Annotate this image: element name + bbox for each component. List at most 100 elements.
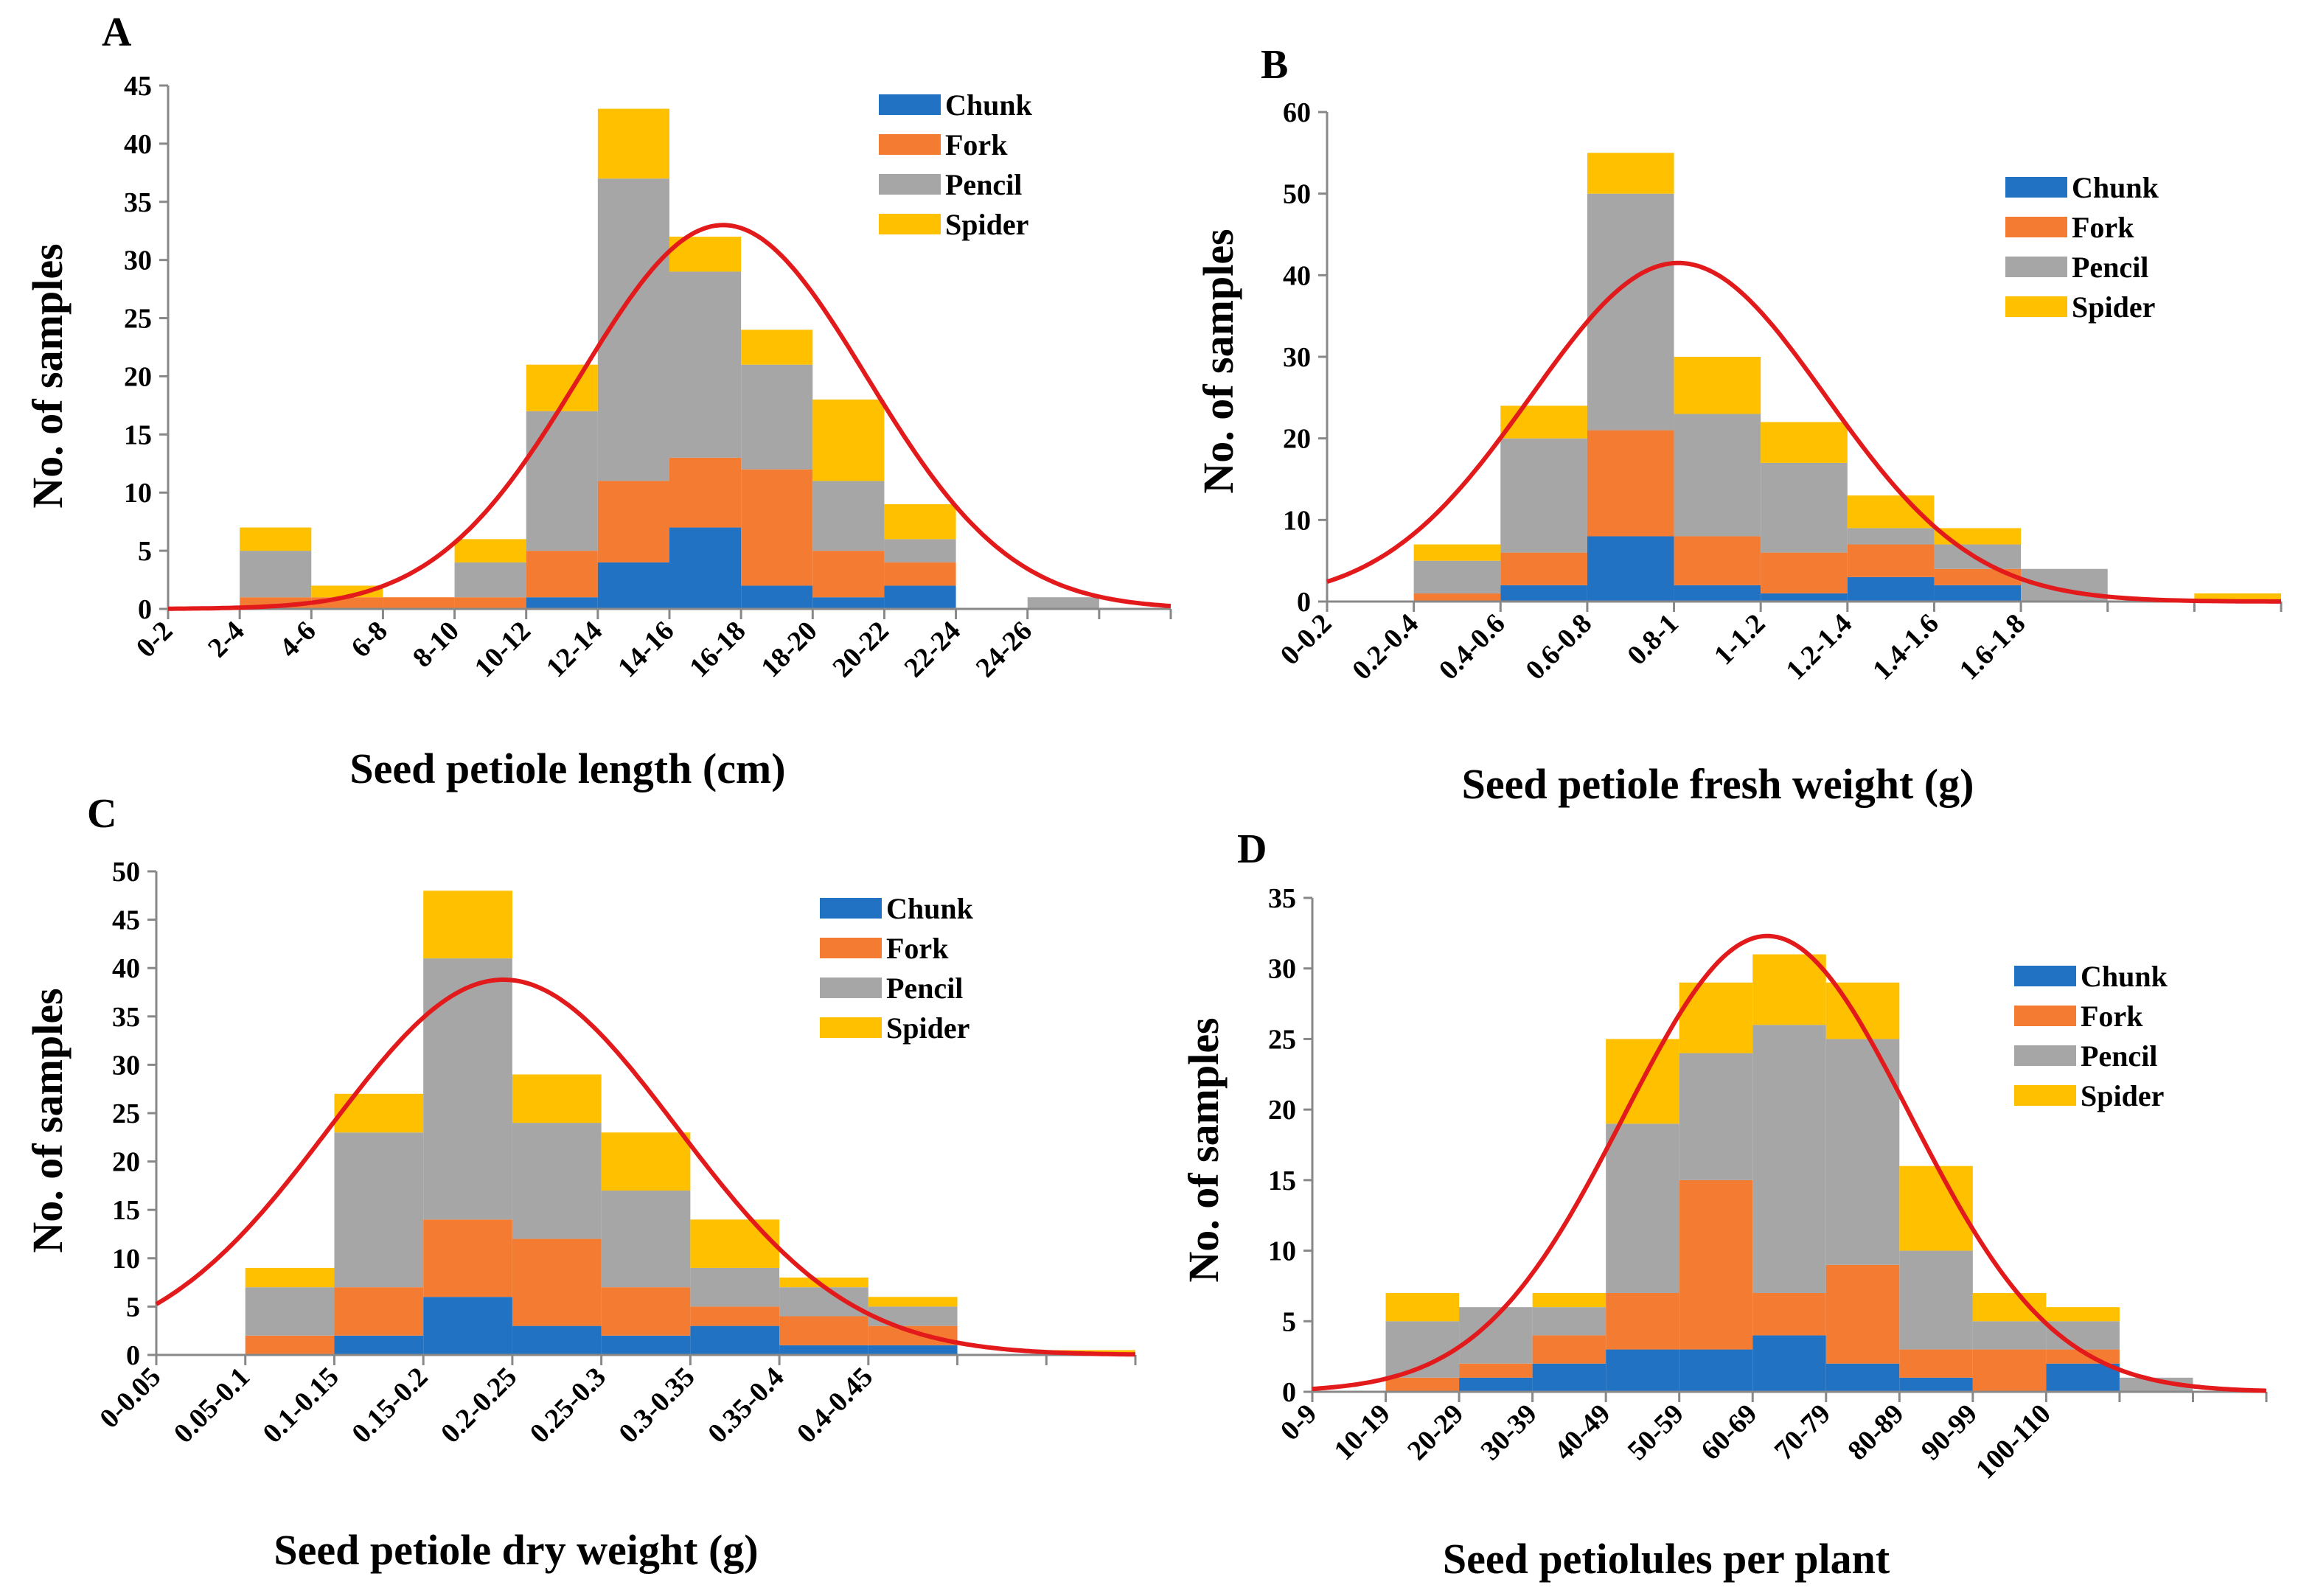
bar-chunk xyxy=(1825,1363,1900,1392)
bar-chunk xyxy=(1752,1335,1826,1392)
bar-chunk xyxy=(1679,1349,1753,1392)
panel-letter-d: D xyxy=(1237,826,1267,872)
bar-spider xyxy=(1972,1293,2047,1322)
x-axis-title: Seed petiole fresh weight (g) xyxy=(1462,760,1974,808)
bar-spider xyxy=(812,400,885,481)
bar-spider xyxy=(868,1297,958,1307)
y-tick-label: 0 xyxy=(1282,1377,1296,1408)
bar-fork xyxy=(526,551,598,598)
bar-spider xyxy=(1934,528,2022,545)
bar-chunk xyxy=(423,1297,512,1355)
bar-chunk xyxy=(1847,576,1935,602)
bar-chunk xyxy=(1934,585,2022,602)
bar-fork xyxy=(601,1287,691,1336)
bar-chunk xyxy=(601,1335,691,1355)
x-tick-label: 0-0.2 xyxy=(1275,608,1338,672)
bar-spider xyxy=(1752,954,1826,1025)
legend-label-chunk: Chunk xyxy=(2072,171,2159,204)
y-tick-label: 40 xyxy=(124,129,152,160)
y-tick-label: 10 xyxy=(112,1244,140,1275)
x-tick-label: 60-69 xyxy=(1695,1398,1763,1466)
bar-spider xyxy=(1385,1293,1460,1322)
x-tick-label: 0.4-0.45 xyxy=(791,1362,879,1449)
normal-curve xyxy=(155,977,1135,1357)
y-tick-label: 10 xyxy=(124,478,152,509)
x-tick-label: 10-19 xyxy=(1329,1398,1396,1466)
x-tick-label: 0.2-0.4 xyxy=(1346,608,1424,686)
bar-fork xyxy=(1679,1179,1753,1350)
x-tick-label: 18-20 xyxy=(755,616,823,683)
bar-fork xyxy=(383,597,455,609)
x-tick-label: 0-0.05 xyxy=(94,1362,167,1435)
bar-spider xyxy=(690,1219,780,1268)
bar-chunk xyxy=(1674,585,1761,602)
bar-fork xyxy=(1459,1363,1533,1378)
legend-label-pencil: Pencil xyxy=(2072,251,2148,284)
legend-label-fork: Fork xyxy=(945,128,1008,161)
bar-pencil xyxy=(1674,414,1761,537)
y-tick-label: 40 xyxy=(1283,260,1311,291)
bar-pencil xyxy=(669,271,742,458)
x-axis-title: Seed petiole dry weight (g) xyxy=(274,1526,758,1574)
bar-fork xyxy=(1532,1335,1606,1364)
y-tick-label: 15 xyxy=(1268,1165,1296,1196)
bar-fork xyxy=(1606,1293,1679,1350)
bar-chunk xyxy=(779,1345,868,1355)
y-tick-label: 10 xyxy=(1283,505,1311,536)
x-tick-label: 20-29 xyxy=(1402,1398,1469,1466)
bar-pencil xyxy=(1899,1250,1973,1350)
bar-chunk xyxy=(1500,585,1587,602)
bar-fork xyxy=(1972,1349,2047,1392)
bar-spider xyxy=(512,1074,602,1123)
bar-pencil xyxy=(741,364,813,470)
normal-curve xyxy=(1312,933,2267,1393)
bar-pencil xyxy=(1413,560,1501,593)
bar-spider xyxy=(1532,1293,1606,1308)
panel-a: A No. of samples Seed petiole length (cm… xyxy=(24,10,1172,792)
x-axis-title: Seed petiole length (cm) xyxy=(349,745,785,792)
y-tick-label: 40 xyxy=(112,953,140,984)
x-tick-label: 80-89 xyxy=(1842,1398,1910,1466)
x-tick-label: 30-39 xyxy=(1475,1398,1543,1466)
bar-pencil xyxy=(779,1287,868,1317)
y-tick-label: 30 xyxy=(112,1050,140,1081)
bar-spider xyxy=(1500,405,1587,439)
y-tick-label: 45 xyxy=(124,71,152,102)
bar-spider xyxy=(245,1267,335,1288)
legend-swatch-spider xyxy=(2014,1085,2076,1106)
y-tick-label: 50 xyxy=(112,857,140,888)
bar-fork xyxy=(1761,552,1848,593)
x-tick-label: 14-16 xyxy=(612,616,680,683)
y-tick-label: 20 xyxy=(112,1147,140,1178)
y-tick-label: 0 xyxy=(138,594,152,625)
bar-spider xyxy=(597,108,669,179)
x-tick-label: 0.35-0.4 xyxy=(702,1362,790,1449)
y-tick-label: 35 xyxy=(1268,883,1296,914)
legend-swatch-chunk xyxy=(2005,177,2067,198)
bar-spider xyxy=(2194,593,2281,602)
bar-fork xyxy=(868,1325,958,1345)
normal-curve xyxy=(168,223,1172,611)
bar-fork xyxy=(1674,536,1761,585)
y-tick-label: 0 xyxy=(1297,587,1311,618)
bar-spider xyxy=(1587,153,1674,194)
bar-spider xyxy=(884,504,956,540)
bar-pencil xyxy=(2119,1377,2193,1392)
legend-label-fork: Fork xyxy=(2072,211,2134,244)
bar-chunk xyxy=(812,597,885,609)
bar-pencil xyxy=(601,1190,691,1288)
bar-chunk xyxy=(512,1325,602,1355)
x-tick-label: 0.6-0.8 xyxy=(1519,608,1598,686)
bar-pencil xyxy=(1532,1307,1606,1336)
x-tick-label: 0.4-0.6 xyxy=(1433,608,1511,686)
x-tick-label: 24-26 xyxy=(970,616,1038,683)
legend-label-fork: Fork xyxy=(886,932,949,965)
bar-fork xyxy=(1899,1349,1973,1378)
x-tick-label: 100-110 xyxy=(1970,1398,2057,1485)
bar-fork xyxy=(597,481,669,562)
y-tick-label: 50 xyxy=(1283,179,1311,210)
bar-pencil xyxy=(526,411,598,551)
legend-swatch-pencil xyxy=(820,978,882,998)
x-tick-label: 1.6-1.8 xyxy=(1954,608,2032,686)
bar-spider xyxy=(1679,982,1753,1053)
